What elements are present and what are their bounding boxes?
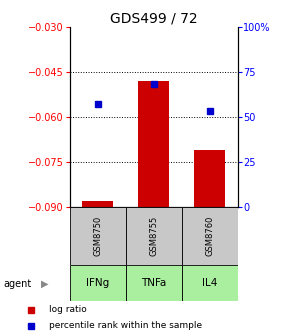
Bar	[194, 150, 225, 207]
Bar	[126, 265, 182, 301]
Text: percentile rank within the sample: percentile rank within the sample	[49, 322, 202, 331]
Bar	[70, 207, 126, 265]
Text: GSM8755: GSM8755	[149, 216, 158, 256]
Bar	[70, 265, 126, 301]
Text: IL4: IL4	[202, 278, 218, 288]
Text: GSM8760: GSM8760	[205, 216, 214, 256]
Bar	[182, 265, 238, 301]
Text: TNFa: TNFa	[141, 278, 166, 288]
Text: ▶: ▶	[41, 279, 49, 289]
Bar	[126, 207, 182, 265]
Title: GDS499 / 72: GDS499 / 72	[110, 12, 197, 26]
Text: IFNg: IFNg	[86, 278, 109, 288]
Bar	[182, 207, 238, 265]
Bar	[138, 81, 169, 207]
Bar	[82, 201, 113, 207]
Text: log ratio: log ratio	[49, 305, 87, 314]
Text: GSM8750: GSM8750	[93, 216, 102, 256]
Text: agent: agent	[3, 279, 31, 289]
